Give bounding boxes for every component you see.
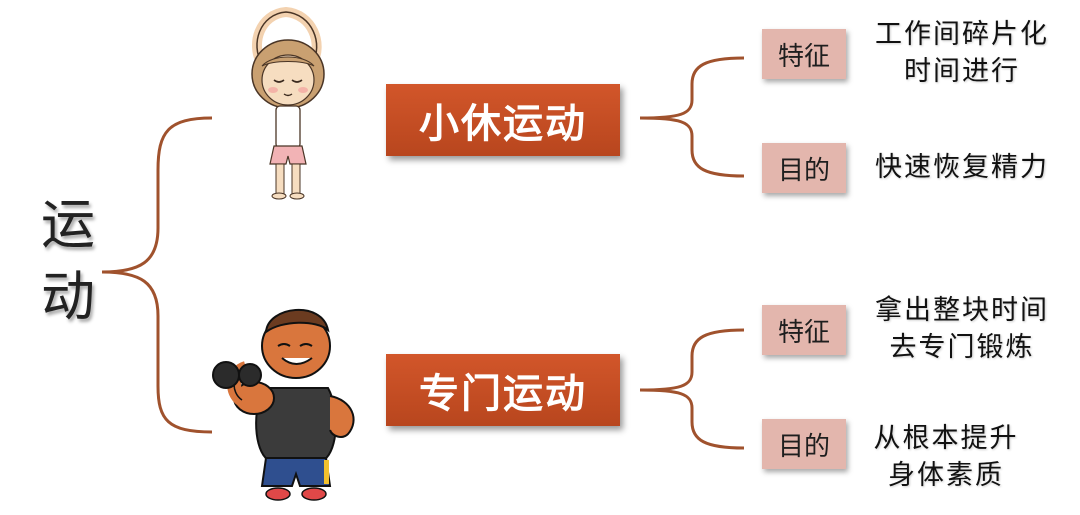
branch2-feature-line2: 去专门锻炼 [889, 332, 1035, 363]
branch1-purpose-tag: 目的 [762, 143, 846, 193]
branch2-purpose-line1: 从根本提升 [873, 423, 1019, 454]
lower-brace [639, 328, 745, 450]
branch1-purpose-text: 快速恢复精力 [862, 149, 1062, 186]
upper-brace [639, 56, 745, 178]
branch-title-dedicated-exercise: 专门运动 [386, 354, 620, 426]
root-char-1: 运 [41, 193, 95, 256]
branch-title-rest-exercise: 小休运动 [386, 84, 620, 156]
main-brace [101, 116, 213, 434]
branch2-feature-tag: 特征 [762, 305, 846, 355]
muscle-man-dumbbell-illustration [212, 308, 355, 501]
branch2-purpose-tag: 目的 [762, 419, 846, 469]
root-char-2: 动 [41, 265, 95, 328]
branch1-purpose-line1: 快速恢复精力 [875, 152, 1049, 183]
branch2-feature-line1: 拿出整块时间 [875, 295, 1049, 326]
branch1-feature-text: 工作间碎片化 时间进行 [862, 16, 1062, 90]
branch2-feature-text: 拿出整块时间 去专门锻炼 [862, 292, 1062, 366]
branch1-feature-line1: 工作间碎片化 [875, 19, 1049, 50]
branch1-feature-tag: 特征 [762, 29, 846, 79]
branch2-purpose-text: 从根本提升 身体素质 [862, 420, 1030, 494]
girl-stretching-illustration [251, 6, 325, 200]
branch2-purpose-line2: 身体素质 [888, 460, 1004, 491]
branch1-feature-line2: 时间进行 [904, 56, 1020, 87]
